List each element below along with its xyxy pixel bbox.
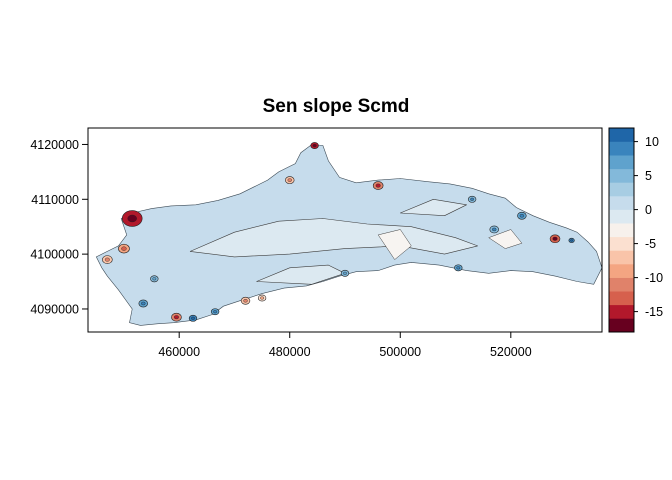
hotspot-inner <box>343 271 347 275</box>
colorbar-tick-label: -15 <box>645 305 663 319</box>
y-tick-label: 4110000 <box>31 193 79 207</box>
colorbar-swatch <box>609 155 634 170</box>
hotspot-inner <box>312 143 317 148</box>
y-tick-label: 4090000 <box>30 302 79 316</box>
colorbar-swatch <box>609 223 634 238</box>
slope-patch-negative <box>399 199 467 216</box>
slope-hotspot <box>568 237 575 243</box>
colorbar-swatch <box>609 264 634 278</box>
slope-hotspot <box>118 243 130 254</box>
hotspot-inner <box>127 214 137 223</box>
slope-hotspot <box>489 225 499 234</box>
hotspot-inner <box>173 315 179 320</box>
x-tick-label: 500000 <box>379 345 421 359</box>
slope-hotspot <box>310 142 319 149</box>
colorbar-swatch <box>609 250 634 265</box>
colorbar-tick-label: 0 <box>645 203 652 217</box>
colorbar-legend: 10 5 0 -5 -10 -15 <box>608 127 663 333</box>
slope-hotspot <box>171 312 182 322</box>
colorbar-swatch <box>609 168 634 183</box>
slope-hotspot <box>372 181 384 190</box>
x-tick-label: 520000 <box>490 345 532 359</box>
colorbar-swatch <box>609 318 634 333</box>
slope-patch-negative <box>256 264 346 285</box>
colorbar-swatch <box>609 277 634 292</box>
colorbar-swatch <box>609 141 634 156</box>
map-title: Sen slope Scmd <box>263 96 410 117</box>
slope-hotspot <box>210 308 220 316</box>
hotspot-inner <box>470 197 475 201</box>
slope-hotspot <box>517 211 527 220</box>
slope-patch-negative <box>189 218 478 258</box>
slope-patch-neutral <box>377 229 412 260</box>
colorbar-frame <box>608 127 635 333</box>
hotspot-inner <box>213 310 218 314</box>
x-axis: 460000 480000 500000 520000 <box>158 332 532 359</box>
hotspot-inner <box>152 277 157 281</box>
map-region-layer <box>95 142 602 326</box>
hotspot-inner <box>375 183 381 188</box>
hotspot-inner <box>104 257 110 262</box>
hotspot-inner <box>519 213 525 218</box>
colorbar-tick-label: -10 <box>645 271 663 285</box>
colorbar-swatch <box>609 304 634 319</box>
y-tick-label: 4100000 <box>30 248 79 262</box>
x-tick-label: 460000 <box>158 345 200 359</box>
x-tick-label: 480000 <box>269 345 311 359</box>
slope-hotspot <box>121 210 143 227</box>
slope-hotspot <box>549 234 561 244</box>
hotspot-inner <box>492 227 497 232</box>
colorbar-swatch <box>609 128 634 142</box>
slope-hotspot <box>467 195 477 203</box>
slope-patch-neutral <box>488 229 523 249</box>
colorbar-tick-label: 10 <box>645 135 659 149</box>
slope-hotspot <box>138 299 148 308</box>
hotspot-inner <box>121 246 127 251</box>
slope-hotspot <box>454 264 463 272</box>
hotspot-inner <box>287 178 292 182</box>
slope-hotspot <box>340 269 350 277</box>
hotspot-inner <box>570 239 574 242</box>
hotspot-inner <box>243 298 248 303</box>
hotspot-inner <box>456 266 461 270</box>
hotspot-inner <box>552 236 558 241</box>
plot-frame <box>87 127 603 333</box>
hotspot-inner <box>260 296 265 300</box>
colorbar-swatch <box>609 196 634 210</box>
colorbar-swatch <box>609 291 634 306</box>
slope-hotspot <box>102 255 113 264</box>
y-tick-label: 4120000 <box>30 138 79 152</box>
slope-hotspot <box>257 294 267 302</box>
hotspot-inner <box>141 301 146 306</box>
slope-hotspot <box>188 314 198 322</box>
colorbar-swatch <box>609 236 634 251</box>
slope-hotspot <box>285 176 295 184</box>
colorbar-swatch <box>609 182 634 197</box>
colorbar-swatch <box>609 209 634 224</box>
colorbar-tick-label: -5 <box>645 237 656 251</box>
hotspot-inner <box>191 316 195 320</box>
slope-hotspot <box>240 296 251 305</box>
colorbar-tick-label: 5 <box>645 169 652 183</box>
y-axis: 4090000 4100000 4110000 4120000 <box>30 138 88 316</box>
slope-hotspot <box>150 275 159 283</box>
